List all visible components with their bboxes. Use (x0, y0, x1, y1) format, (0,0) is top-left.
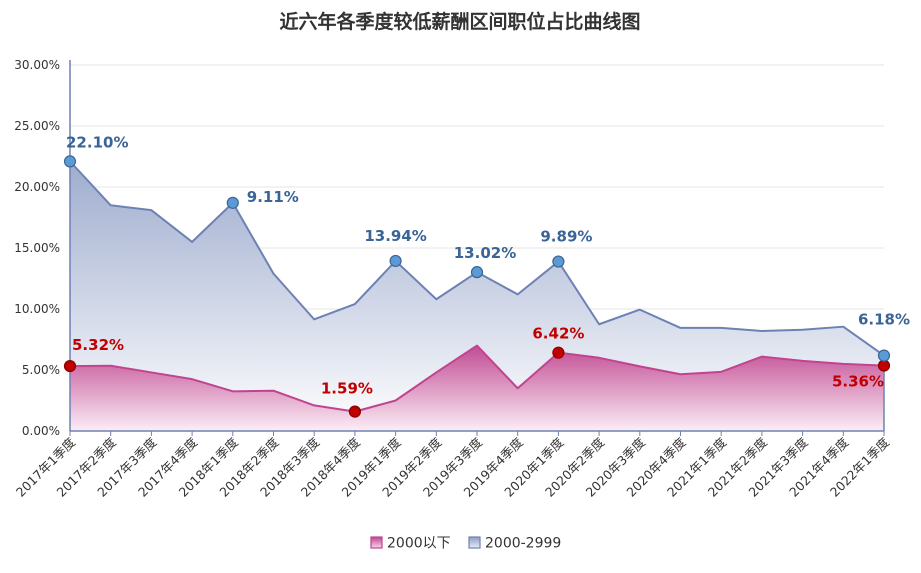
legend-label-2000-2999: 2000-2999 (485, 536, 561, 552)
data-label: 13.02% (454, 244, 516, 262)
data-label: 1.59% (321, 380, 373, 398)
y-tick-label: 20.00% (14, 180, 60, 194)
series-area-0 (70, 345, 884, 431)
y-tick-label: 10.00% (14, 302, 60, 316)
data-point-marker[interactable] (552, 346, 565, 359)
data-label: 5.36% (832, 373, 884, 391)
series-area-1 (70, 161, 884, 431)
data-label: 13.94% (364, 227, 426, 245)
data-point-marker[interactable] (226, 196, 239, 209)
data-label: 22.10% (66, 133, 128, 151)
y-tick-label: 15.00% (14, 241, 60, 255)
legend-swatch-2000-below (370, 536, 383, 549)
legend: 2000以下 2000-2999 (370, 536, 561, 552)
x-axis-ticks: 2017年1季度2017年2季度2017年3季度2017年4季度2018年1季度… (13, 431, 892, 500)
data-point-marker[interactable] (63, 359, 77, 373)
data-point-marker[interactable] (348, 405, 361, 418)
data-point-marker[interactable] (470, 266, 484, 279)
data-label: 5.32% (72, 336, 124, 354)
data-label: 6.18% (858, 311, 910, 329)
data-point-marker[interactable] (389, 254, 402, 268)
y-tick-label: 30.00% (14, 58, 60, 72)
data-label: 9.89% (540, 228, 592, 246)
data-point-marker[interactable] (877, 349, 891, 362)
data-label: 9.11% (247, 188, 299, 206)
y-tick-label: 25.00% (14, 119, 60, 133)
data-labels: 5.32% 1.59% 6.42% 5.36% 22.10% 9.11% 13.94% 13.… (66, 133, 910, 397)
series-line-0 (69, 344, 885, 413)
series-areas (69, 160, 885, 431)
data-point-marker[interactable] (552, 255, 565, 268)
data-point-marker[interactable] (63, 155, 77, 168)
legend-item-2000-below[interactable]: 2000以下 (370, 536, 451, 552)
legend-label-2000-below: 2000以下 (387, 536, 451, 552)
chart-title: 近六年各季度较低薪酬区间职位占比曲线图 (279, 10, 640, 33)
legend-swatch-2000-2999 (468, 536, 481, 549)
data-point-marker[interactable] (877, 359, 891, 372)
legend-item-2000-2999[interactable]: 2000-2999 (468, 536, 561, 552)
y-tick-label: 0.00% (22, 424, 60, 438)
data-markers (63, 155, 891, 418)
y-tick-label: 5.00% (22, 363, 60, 377)
y-axis-ticks: 0.00% 5.00% 10.00% 15.00% 20.00% 25.00% 30.00% (14, 58, 60, 438)
data-label: 6.42% (532, 325, 584, 343)
